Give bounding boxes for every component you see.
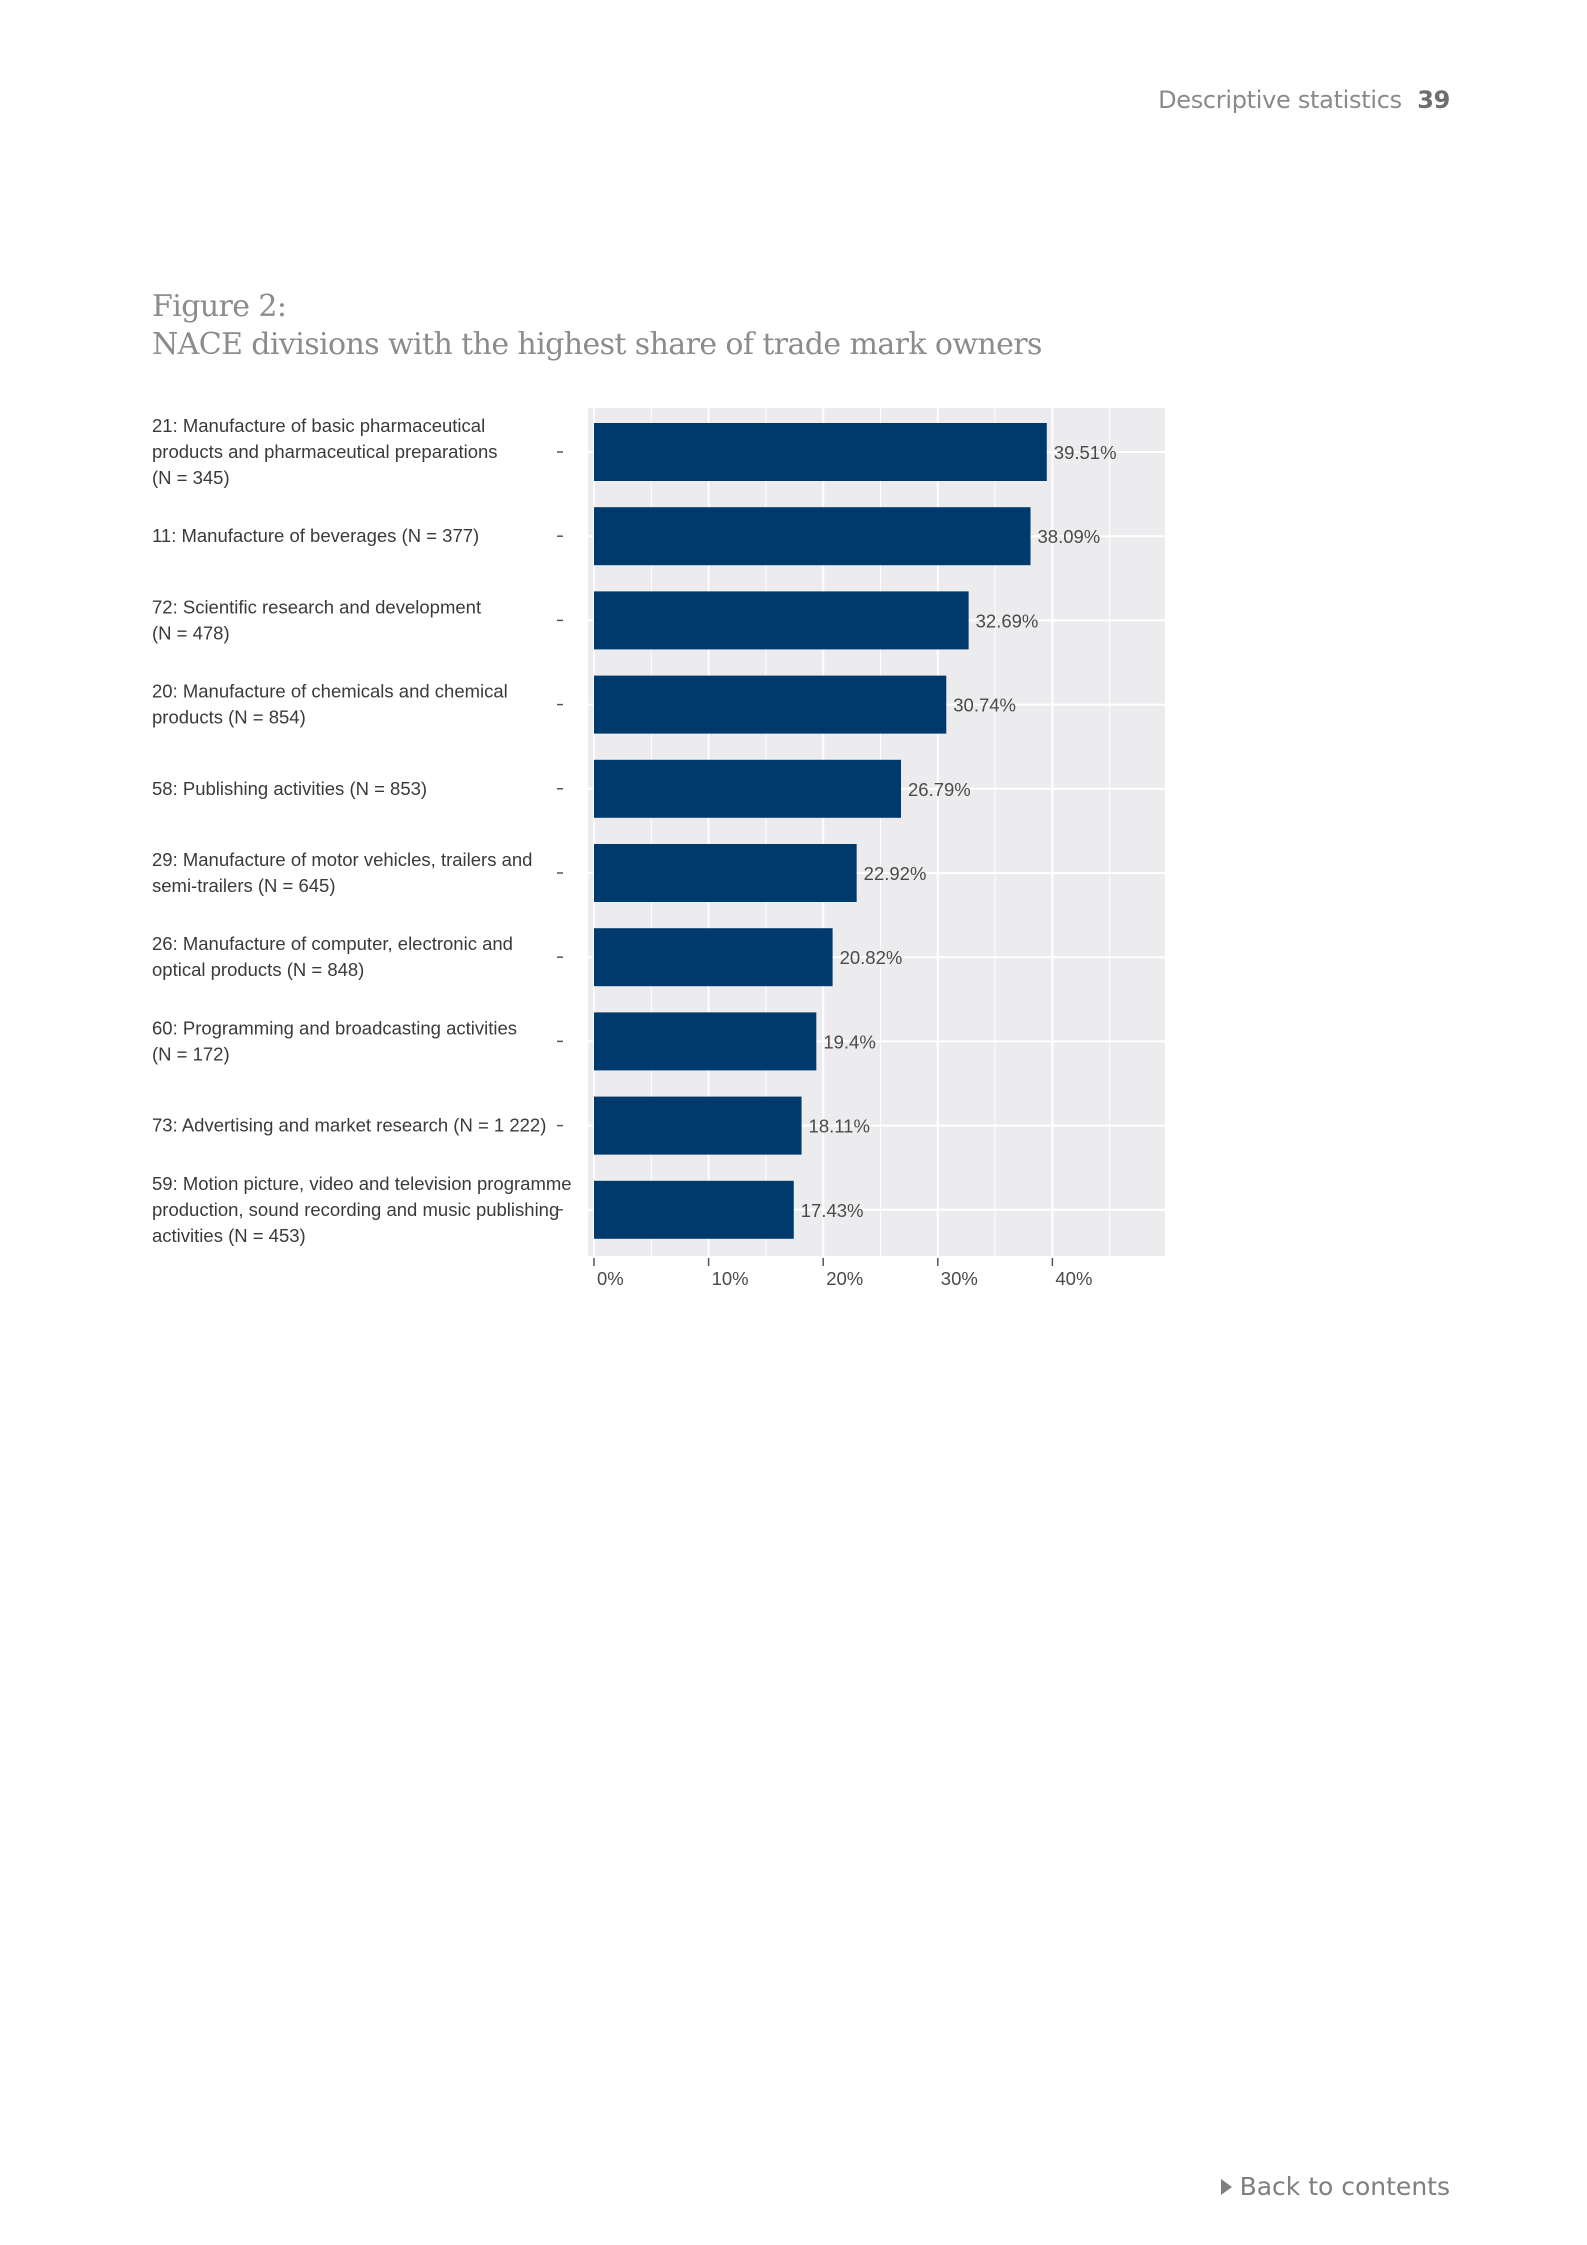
category-label-line: 72: Scientific research and development bbox=[152, 596, 481, 617]
category-label-line: (N = 345) bbox=[152, 467, 230, 488]
category-label: 29: Manufacture of motor vehicles, trail… bbox=[152, 849, 532, 896]
category-label: 59: Motion picture, video and television… bbox=[152, 1173, 572, 1246]
back-to-contents-link[interactable]: Back to contents bbox=[1220, 2172, 1450, 2201]
running-header: Descriptive statistics 39 bbox=[1158, 86, 1450, 114]
x-tick-label: 30% bbox=[941, 1268, 978, 1289]
category-label: 73: Advertising and market research (N =… bbox=[152, 1115, 546, 1136]
category-label: 60: Programming and broadcasting activit… bbox=[152, 1017, 517, 1064]
category-label: 21: Manufacture of basic pharmaceutical p… bbox=[152, 415, 498, 488]
value-label: 32.69% bbox=[976, 610, 1039, 631]
category-label-line: 59: Motion picture, video and television… bbox=[152, 1173, 572, 1194]
back-to-contents-label: Back to contents bbox=[1239, 2172, 1450, 2201]
value-label: 30.74% bbox=[953, 695, 1016, 716]
bar bbox=[594, 928, 833, 987]
bar bbox=[594, 1096, 802, 1155]
category-label-line: 21: Manufacture of basic pharmaceutical bbox=[152, 415, 485, 436]
figure-title: Figure 2: NACE divisions with the highes… bbox=[152, 288, 1042, 364]
category-label-line: 11: Manufacture of beverages (N = 377) bbox=[152, 525, 479, 546]
category-label: 26: Manufacture of computer, electronic … bbox=[152, 933, 513, 980]
category-label-line: 29: Manufacture of motor vehicles, trail… bbox=[152, 849, 532, 870]
bar bbox=[594, 844, 857, 902]
value-label: 17.43% bbox=[801, 1200, 864, 1221]
bar bbox=[594, 675, 947, 734]
value-label: 22.92% bbox=[864, 863, 927, 884]
category-label-line: optical products (N = 848) bbox=[152, 959, 364, 980]
category-label-line: products (N = 854) bbox=[152, 707, 306, 728]
category-label-line: products and pharmaceutical preparations bbox=[152, 441, 498, 462]
category-label: 11: Manufacture of beverages (N = 377) bbox=[152, 525, 479, 546]
category-label-line: activities (N = 453) bbox=[152, 1225, 306, 1246]
category-label-line: 20: Manufacture of chemicals and chemica… bbox=[152, 681, 508, 702]
category-label: 58: Publishing activities (N = 853) bbox=[152, 778, 427, 799]
bar bbox=[594, 1180, 794, 1239]
category-label: 72: Scientific research and development (… bbox=[152, 596, 481, 643]
category-label-line: 58: Publishing activities (N = 853) bbox=[152, 778, 427, 799]
value-label: 19.4% bbox=[823, 1031, 875, 1052]
section-title: Descriptive statistics bbox=[1158, 86, 1402, 114]
triangle-right-icon bbox=[1220, 2178, 1232, 2195]
x-tick-label: 10% bbox=[712, 1268, 749, 1289]
category-label-line: semi-trailers (N = 645) bbox=[152, 875, 336, 896]
category-label-line: production, sound recording and music pu… bbox=[152, 1199, 559, 1220]
category-label-line: (N = 172) bbox=[152, 1043, 230, 1064]
category-label-line: 60: Programming and broadcasting activit… bbox=[152, 1017, 517, 1038]
value-label: 26.79% bbox=[908, 779, 971, 800]
category-label-line: 73: Advertising and market research (N =… bbox=[152, 1115, 546, 1136]
value-label: 20.82% bbox=[840, 947, 903, 968]
bar bbox=[594, 423, 1047, 481]
figure-caption: NACE divisions with the highest share of… bbox=[152, 327, 1042, 362]
x-tick-label: 0% bbox=[597, 1268, 624, 1289]
page-number: 39 bbox=[1417, 86, 1450, 114]
bar bbox=[594, 507, 1031, 566]
x-tick-label: 40% bbox=[1055, 1268, 1092, 1289]
value-label: 39.51% bbox=[1054, 442, 1117, 463]
figure-label: Figure 2: bbox=[152, 289, 287, 324]
bar bbox=[594, 759, 902, 818]
value-label: 18.11% bbox=[809, 1116, 870, 1137]
category-label: 20: Manufacture of chemicals and chemica… bbox=[152, 681, 508, 728]
category-label-line: (N = 478) bbox=[152, 622, 230, 643]
bar bbox=[594, 1012, 817, 1071]
value-label: 38.09% bbox=[1038, 526, 1101, 547]
category-label-line: 26: Manufacture of computer, electronic … bbox=[152, 933, 513, 954]
x-tick-label: 20% bbox=[826, 1268, 863, 1289]
bar bbox=[594, 591, 969, 650]
